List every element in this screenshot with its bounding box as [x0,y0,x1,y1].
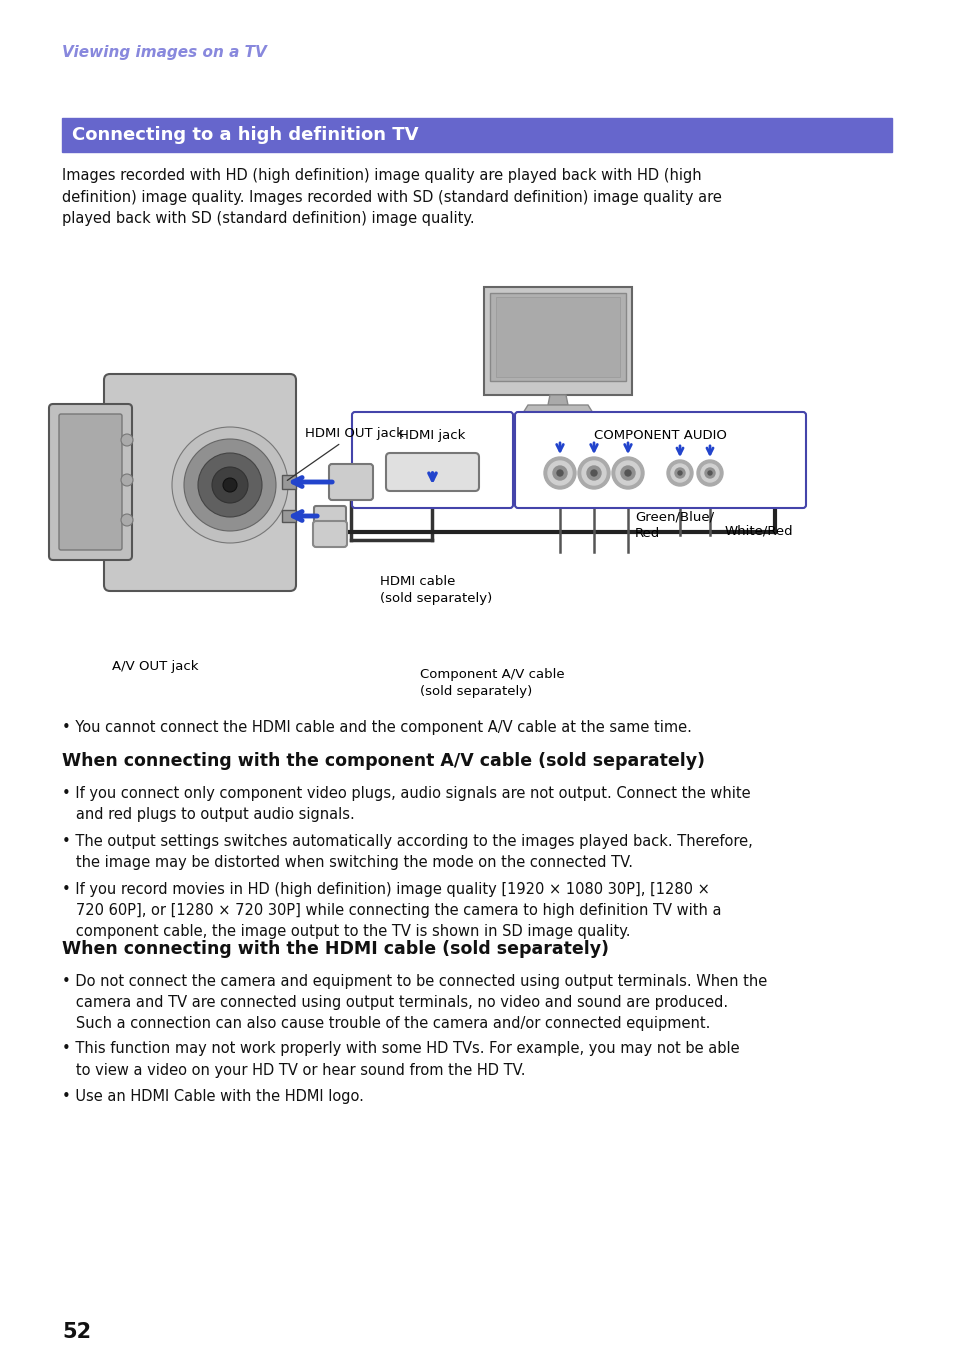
Text: Green/Blue/
Red: Green/Blue/ Red [635,510,714,540]
Text: White/Red: White/Red [724,525,793,537]
Circle shape [543,457,576,489]
Circle shape [184,440,275,531]
Text: • Use an HDMI Cable with the HDMI logo.: • Use an HDMI Cable with the HDMI logo. [62,1090,363,1105]
Text: A/V OUT jack: A/V OUT jack [112,660,198,673]
FancyBboxPatch shape [314,506,346,527]
Text: Images recorded with HD (high definition) image quality are played back with HD : Images recorded with HD (high definition… [62,168,721,227]
Circle shape [553,465,566,480]
FancyBboxPatch shape [386,453,478,491]
Circle shape [612,457,643,489]
Circle shape [707,471,711,475]
FancyBboxPatch shape [59,414,122,550]
Text: 52: 52 [62,1322,91,1342]
Circle shape [700,464,719,482]
Circle shape [670,464,688,482]
Circle shape [121,434,132,446]
Circle shape [704,468,714,478]
Circle shape [590,470,597,476]
Circle shape [547,461,572,484]
Circle shape [678,471,681,475]
Polygon shape [522,404,593,413]
Text: • Do not connect the camera and equipment to be connected using output terminals: • Do not connect the camera and equipmen… [62,974,766,1031]
Bar [282,475,295,489]
Circle shape [212,467,248,503]
Bar [496,297,619,377]
Text: Connecting to a high definition TV: Connecting to a high definition TV [71,126,418,144]
Text: Component A/V cable
(sold separately): Component A/V cable (sold separately) [419,668,564,697]
FancyBboxPatch shape [352,413,513,508]
Circle shape [172,427,288,543]
Circle shape [675,468,684,478]
Text: HDMI cable
(sold separately): HDMI cable (sold separately) [379,575,492,605]
Bar [62,118,891,152]
Text: • If you connect only component video plugs, audio signals are not output. Conne: • If you connect only component video pl… [62,786,750,822]
Text: When connecting with the component A/V cable (sold separately): When connecting with the component A/V c… [62,752,704,769]
Text: Viewing images on a TV: Viewing images on a TV [62,45,267,60]
Circle shape [586,465,600,480]
Circle shape [624,470,630,476]
Circle shape [697,460,722,486]
Text: • You cannot connect the HDMI cable and the component A/V cable at the same time: • You cannot connect the HDMI cable and … [62,721,691,735]
Circle shape [666,460,692,486]
FancyBboxPatch shape [313,521,347,547]
Bar [282,510,295,522]
Bar [490,293,625,381]
Text: COMPONENT AUDIO: COMPONENT AUDIO [594,429,726,442]
Circle shape [121,514,132,527]
Text: • This function may not work properly with some HD TVs. For example, you may not: • This function may not work properly wi… [62,1042,739,1077]
Circle shape [223,478,236,493]
FancyBboxPatch shape [104,375,295,592]
Circle shape [578,457,609,489]
Circle shape [620,465,635,480]
Circle shape [557,470,562,476]
Text: When connecting with the HDMI cable (sold separately): When connecting with the HDMI cable (sol… [62,940,608,958]
FancyBboxPatch shape [49,404,132,560]
Circle shape [198,453,262,517]
FancyBboxPatch shape [329,464,373,499]
Circle shape [121,474,132,486]
Bar [483,286,631,395]
Text: • The output settings switches automatically according to the images played back: • The output settings switches automatic… [62,835,752,870]
Text: HDMI jack: HDMI jack [399,429,465,442]
Circle shape [616,461,639,484]
Polygon shape [547,395,567,404]
Text: • If you record movies in HD (high definition) image quality [1920 × 1080 30P], : • If you record movies in HD (high defin… [62,882,720,939]
FancyBboxPatch shape [515,413,805,508]
Text: HDMI OUT jack: HDMI OUT jack [287,427,403,480]
Circle shape [581,461,605,484]
